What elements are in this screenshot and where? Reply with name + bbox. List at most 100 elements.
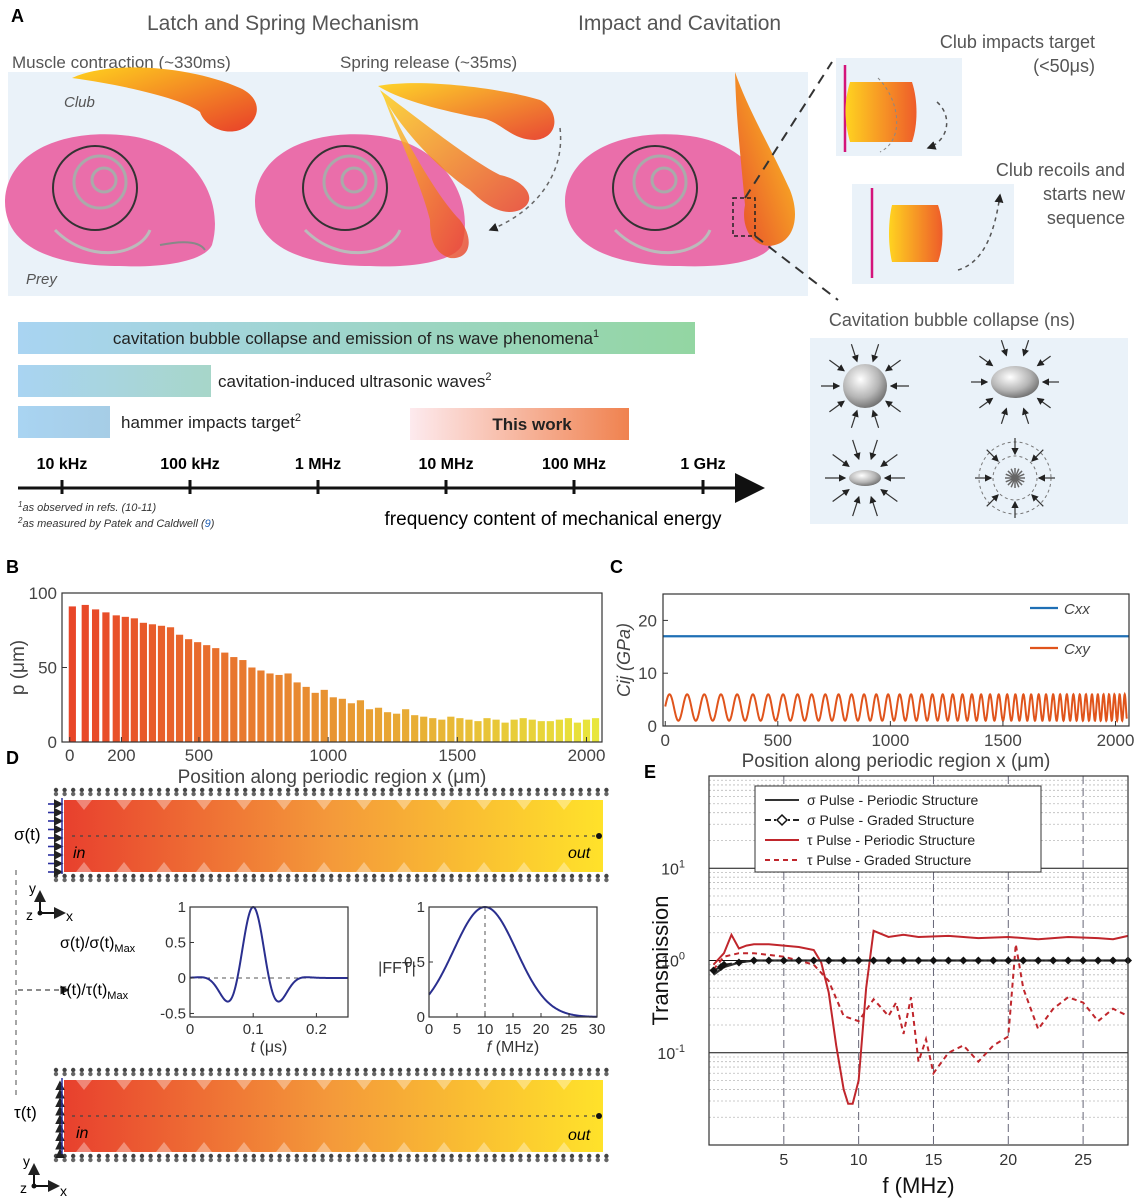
frequency-tick-label: 100 kHz	[160, 456, 220, 473]
lattice-node	[96, 787, 102, 793]
beam-texture	[436, 800, 452, 810]
beam-texture	[436, 1142, 452, 1152]
lattice-node	[200, 877, 205, 883]
lattice-node	[234, 1071, 239, 1077]
lattice-node	[346, 877, 351, 883]
lattice-node	[449, 1157, 454, 1163]
y-axis-label: p (μm)	[8, 640, 29, 695]
lattice-node	[148, 877, 153, 883]
lattice-node	[595, 1071, 600, 1077]
beam-texture	[476, 800, 492, 810]
lattice-node	[105, 1157, 110, 1163]
lattice-node	[286, 791, 291, 797]
bar	[438, 719, 446, 742]
lattice-node	[587, 873, 592, 879]
lattice-node	[122, 1153, 128, 1159]
lattice-node	[234, 1067, 239, 1073]
lattice-node	[423, 873, 428, 879]
lattice-node	[406, 873, 411, 879]
bar	[266, 673, 274, 742]
triad2-x: x	[60, 1183, 67, 1199]
lattice-node	[423, 1067, 428, 1073]
lattice-node	[354, 791, 360, 797]
beam-texture	[196, 862, 212, 872]
lattice-node	[294, 877, 299, 883]
series-sigma-graded-marker	[794, 956, 803, 965]
bar	[112, 615, 120, 742]
sigma-label: σ(t)	[14, 825, 41, 844]
lattice-node	[88, 873, 93, 879]
lattice-node	[217, 787, 222, 793]
legend-label: σ Pulse - Periodic Structure	[807, 792, 978, 808]
beam-texture	[116, 1142, 132, 1152]
lattice-node	[354, 877, 360, 883]
lattice-node	[501, 877, 506, 883]
tau-label: τ(t)	[14, 1103, 37, 1122]
bar	[130, 618, 138, 742]
x-tick-label: 0.2	[306, 1021, 327, 1038]
x-tick-label: 2000	[568, 746, 606, 765]
lattice-node	[518, 791, 523, 797]
lattice-node	[415, 787, 420, 793]
lattice-node	[372, 1157, 377, 1163]
lattice-node	[174, 791, 179, 797]
lattice-node	[552, 1071, 557, 1077]
lattice-node	[595, 877, 600, 883]
lattice-node	[114, 1153, 119, 1159]
frequency-bar	[18, 406, 110, 438]
bubble-1	[843, 364, 887, 408]
lattice-node	[139, 1071, 145, 1077]
lattice-node	[105, 1071, 110, 1077]
bar	[302, 686, 310, 742]
lattice-node	[449, 877, 454, 883]
lattice-node	[53, 1153, 59, 1159]
lattice-node	[526, 873, 532, 879]
bar	[175, 634, 184, 742]
lattice-node	[122, 877, 128, 883]
lattice-node	[569, 787, 575, 793]
lattice-node	[415, 1157, 420, 1163]
bar	[194, 642, 202, 742]
bubble-arrow	[850, 409, 859, 429]
lattice-node	[191, 873, 196, 879]
lattice-node	[544, 787, 549, 793]
bubble-arrow	[986, 494, 999, 507]
frequency-tick-label: 10 kHz	[37, 456, 88, 473]
lattice-node	[604, 1157, 609, 1163]
lattice-node	[217, 1071, 222, 1077]
panel-a: A Latch and Spring Mechanism Impact and …	[4, 6, 1128, 530]
lattice-node	[346, 787, 351, 793]
club-block	[845, 82, 917, 142]
lattice-node	[79, 787, 85, 793]
lattice-node	[561, 1157, 566, 1163]
lattice-node	[501, 1071, 506, 1077]
lattice-node	[139, 877, 145, 883]
chart-b: 0 200 500 1000 1500 2000 0 50 100 Position along …	[8, 584, 605, 788]
lattice-node	[53, 1157, 59, 1163]
lattice-node	[71, 1067, 76, 1073]
lattice-node	[251, 1157, 256, 1163]
lattice-node	[432, 791, 437, 797]
bubble-arrow	[880, 454, 898, 467]
impacts-text-2: (<50μs)	[1033, 56, 1095, 76]
bar	[392, 713, 401, 742]
lattice-node	[509, 877, 514, 883]
club-2	[378, 83, 562, 259]
bubble-arrow	[1000, 339, 1008, 357]
bar	[402, 709, 410, 742]
bubble-arrow	[1000, 407, 1008, 425]
beam-texture	[156, 1080, 172, 1090]
lattice-node	[501, 1157, 506, 1163]
lattice-node	[157, 791, 162, 797]
lattice-node	[354, 1153, 360, 1159]
bubble-arrow	[986, 449, 999, 462]
lattice-node	[449, 1153, 454, 1159]
lattice-node	[483, 1067, 489, 1073]
lattice-node	[475, 1153, 480, 1159]
lattice-node	[423, 1071, 428, 1077]
bar	[546, 721, 554, 742]
lattice-node	[535, 873, 540, 879]
lattice-node	[526, 791, 532, 797]
series-sigma-graded-marker	[1019, 956, 1028, 965]
x-tick-label: 15	[925, 1152, 943, 1169]
